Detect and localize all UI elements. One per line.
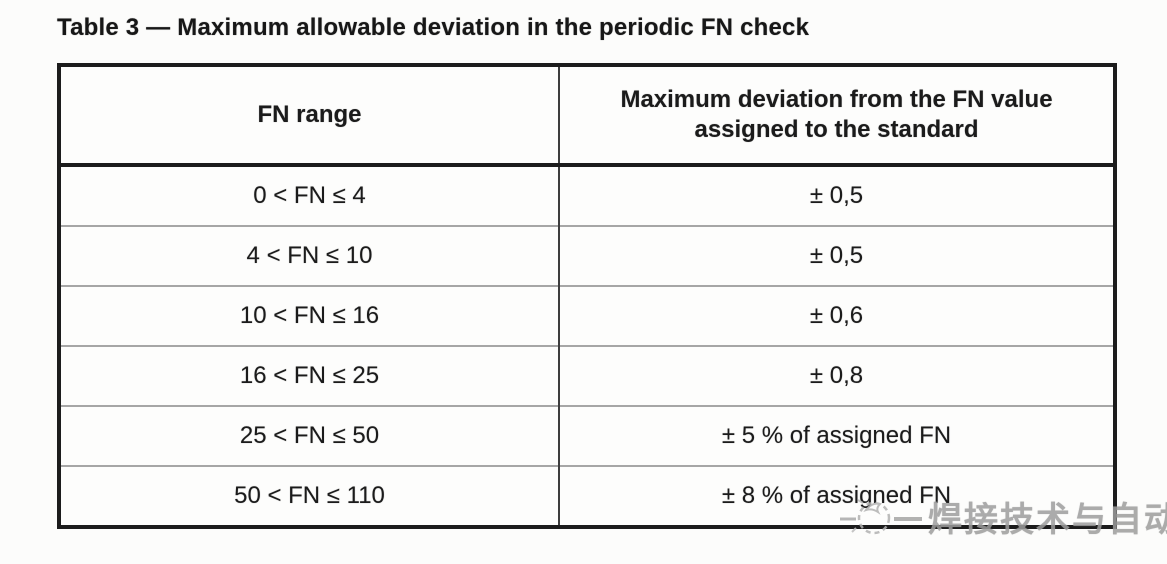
- cell-max-deviation: ± 0,5: [558, 225, 1115, 286]
- table-row: 25 < FN ≤ 50 ± 5 % of assigned FN: [59, 405, 1115, 466]
- table-row: 4 < FN ≤ 10 ± 0,5: [59, 225, 1115, 286]
- cell-fn-range: 0 < FN ≤ 4: [59, 164, 559, 226]
- cell-max-deviation: ± 8 % of assigned FN: [558, 465, 1115, 527]
- cell-max-deviation: ± 5 % of assigned FN: [558, 405, 1115, 466]
- cell-max-deviation: ± 0,6: [558, 285, 1115, 346]
- cell-fn-range: 10 < FN ≤ 16: [59, 285, 559, 346]
- column-header-max-deviation: Maximum deviation from the FN value assi…: [558, 65, 1115, 167]
- page-title: Table 3 — Maximum allowable deviation in…: [57, 14, 810, 41]
- cell-fn-range: 4 < FN ≤ 10: [59, 225, 559, 286]
- column-header-fn-range-label: FN range: [257, 101, 362, 128]
- cell-fn-range: 16 < FN ≤ 25: [59, 345, 559, 406]
- table-row: 10 < FN ≤ 16 ± 0,6: [59, 285, 1115, 346]
- cell-fn-range: 25 < FN ≤ 50: [59, 405, 559, 466]
- table-row: 50 < FN ≤ 110 ± 8 % of assigned FN: [59, 465, 1115, 527]
- table-row: 16 < FN ≤ 25 ± 0,8: [59, 345, 1115, 406]
- table-row: 0 < FN ≤ 4 ± 0,5: [59, 164, 1115, 226]
- column-header-max-deviation-label: Maximum deviation from the FN value assi…: [620, 86, 1053, 143]
- fn-deviation-table: FN range Maximum deviation from the FN v…: [57, 63, 1117, 529]
- cell-max-deviation: ± 0,5: [558, 164, 1115, 226]
- column-header-fn-range: FN range: [59, 65, 559, 167]
- cell-max-deviation: ± 0,8: [558, 345, 1115, 406]
- table-header-row: FN range Maximum deviation from the FN v…: [59, 65, 1115, 167]
- cell-fn-range: 50 < FN ≤ 110: [59, 465, 559, 527]
